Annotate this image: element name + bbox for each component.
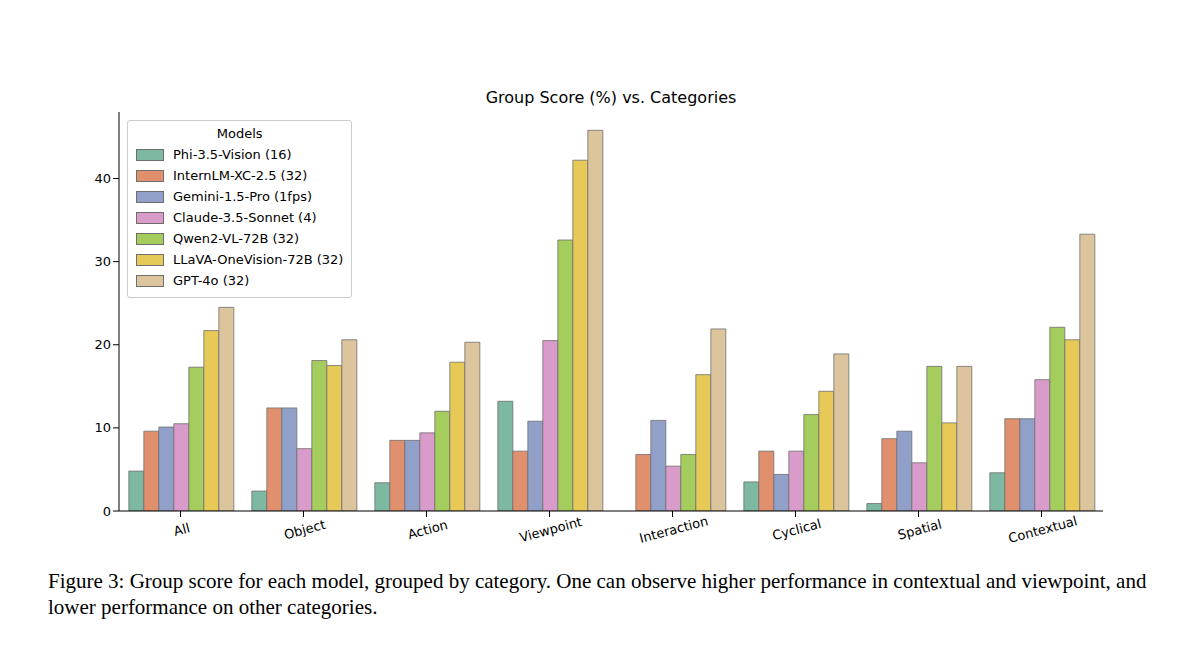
svg-text:20: 20 — [94, 337, 111, 352]
html-text:Models: Models — [216, 126, 263, 141]
svg-text:40: 40 — [94, 171, 111, 186]
html-text:InternLM-XC-2.5 (32): InternLM-XC-2.5 (32) — [173, 168, 308, 183]
svg-text:Action: Action — [406, 517, 449, 542]
html-text:Gemini-1.5-Pro (1fps): Gemini-1.5-Pro (1fps) — [173, 189, 312, 204]
html-text:Claude-3.5-Sonnet (4): Claude-3.5-Sonnet (4) — [173, 210, 317, 225]
html-text:Phi-3.5-Vision (16): Phi-3.5-Vision (16) — [173, 147, 292, 162]
svg-text:10: 10 — [94, 420, 111, 435]
svg-text:0: 0 — [103, 504, 111, 519]
svg-text:Viewpoint: Viewpoint — [518, 514, 584, 545]
svg-text:Object: Object — [282, 517, 327, 542]
svg-text:All: All — [172, 520, 191, 539]
svg-text:Contextual: Contextual — [1007, 513, 1079, 546]
html-text:GPT-4o (32): GPT-4o (32) — [173, 273, 250, 288]
svg-text:30: 30 — [94, 254, 111, 269]
svg-text:Cyclical: Cyclical — [771, 516, 823, 543]
html-text:LLaVA-OneVision-72B (32): LLaVA-OneVision-72B (32) — [173, 252, 344, 267]
html-text:Qwen2-VL-72B (32): Qwen2-VL-72B (32) — [173, 231, 300, 246]
svg-text:Spatial: Spatial — [896, 517, 943, 543]
svg-text:Interaction: Interaction — [638, 513, 710, 546]
html-text:Group Score (%) vs. Categories: Group Score (%) vs. Categories — [485, 88, 737, 107]
html-text:Figure 3: Group score for each: Figure 3: Group score for each model, gr… — [48, 569, 1147, 619]
